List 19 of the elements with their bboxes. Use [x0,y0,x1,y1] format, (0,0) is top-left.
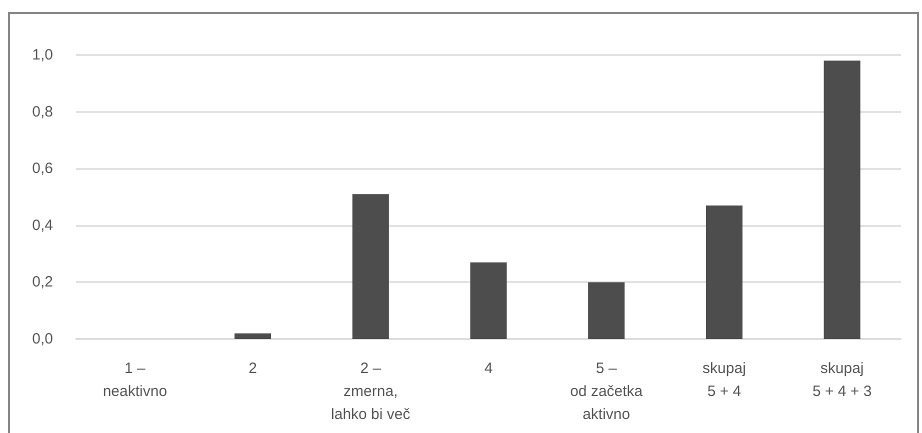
bar [352,194,389,339]
y-tick-label: 0,6 [32,160,53,178]
bar [588,282,625,339]
x-tick-label: 4 [484,360,493,377]
x-tick-label: skupaj 5 + 4 [702,360,746,400]
y-tick-label: 0,4 [32,216,53,234]
x-tick-label: 5 – od začetka aktivno [570,360,644,423]
y-tick-label: 0,2 [32,274,53,291]
bar [824,60,860,339]
bar [234,333,272,339]
x-tick-label: 1 – neaktivno [102,360,168,400]
x-tick-label: 2 – zmerna, lahko bi več [331,360,411,423]
y-tick-label: 0,8 [32,103,53,120]
y-tick-label: 1,0 [32,46,53,64]
bar [706,206,742,339]
y-tick-label: 0,0 [32,330,53,348]
x-tick-label: skupaj 5 + 4 + 3 [812,360,872,400]
x-tick-label: 2 [248,360,257,377]
bar [470,262,507,339]
